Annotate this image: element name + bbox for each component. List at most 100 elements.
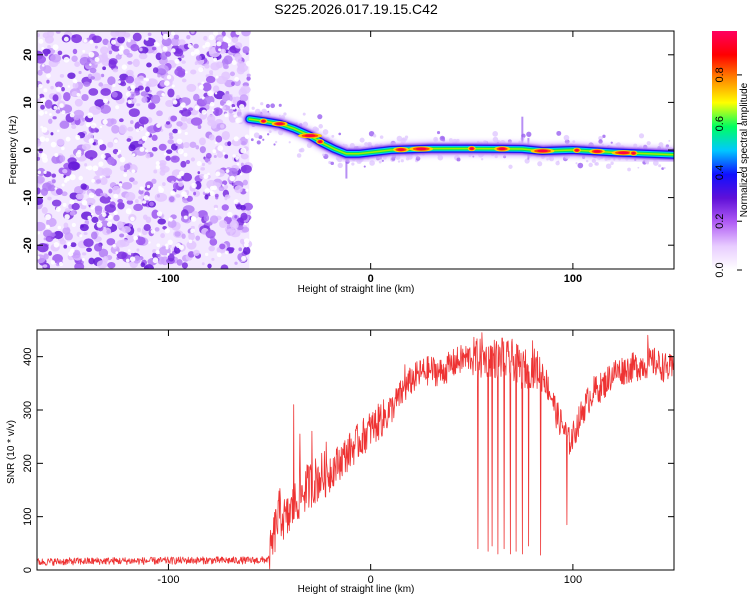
noise-gap <box>162 33 169 40</box>
noise-blob <box>190 31 195 34</box>
noise-gap <box>239 172 243 176</box>
noise-gap <box>97 139 104 146</box>
noise-blob <box>216 151 224 158</box>
noise-blob <box>231 81 235 87</box>
ridge-halo-speck <box>585 159 589 163</box>
noise-gap <box>235 156 239 160</box>
noise-blob <box>209 72 214 76</box>
noise-gap <box>194 105 200 111</box>
noise-blob <box>89 67 97 74</box>
noise-blob <box>93 243 103 252</box>
noise-gap <box>90 122 97 129</box>
noise-blob <box>170 155 180 163</box>
noise-blob <box>128 144 136 152</box>
noise-blob <box>101 52 108 60</box>
noise-blob <box>151 209 160 219</box>
noise-gap <box>162 46 168 52</box>
noise-blob <box>241 226 250 233</box>
ridge-halo-speck <box>266 133 270 136</box>
noise-blob <box>119 118 124 123</box>
noise-blob <box>98 82 104 87</box>
noise-blob <box>143 224 151 231</box>
noise-gap <box>69 112 75 118</box>
noise-gap <box>207 172 210 176</box>
noise-gap <box>56 86 62 92</box>
noise-gap <box>207 90 214 97</box>
noise-blob <box>100 88 111 96</box>
noise-blob <box>126 52 133 58</box>
noise-blob <box>157 218 166 225</box>
noise-blob <box>102 38 109 46</box>
noise-blob <box>83 231 88 236</box>
noise-gap <box>76 92 81 97</box>
noise-gap <box>196 160 202 167</box>
ridge-halo-speck <box>253 132 260 139</box>
noise-blob <box>132 255 141 264</box>
noise-blob <box>188 232 195 241</box>
noise-blob <box>166 175 177 183</box>
ridge-halo-speck <box>575 162 578 165</box>
noise-blob <box>198 137 206 146</box>
ridge-hotspot-red <box>498 147 506 151</box>
noise-blob <box>215 135 223 143</box>
noise-gap <box>132 153 136 157</box>
noise-blob <box>222 180 228 186</box>
noise-blob <box>172 128 179 134</box>
noise-gap <box>191 216 197 222</box>
noise-blob <box>112 68 119 73</box>
noise-blob <box>140 262 146 268</box>
colorbar-scale <box>712 31 737 270</box>
noise-gap <box>172 99 178 105</box>
ridge-halo-speck <box>598 135 603 141</box>
noise-gap <box>217 145 224 152</box>
noise-blob <box>71 202 80 211</box>
noise-blob <box>125 75 135 84</box>
ridge-halo-speck <box>337 162 343 169</box>
spectrogram-x-tick-label: 100 <box>564 273 582 285</box>
noise-gap <box>62 202 67 207</box>
noise-blob <box>229 71 235 77</box>
noise-gap <box>227 43 231 47</box>
noise-gap <box>239 103 245 110</box>
noise-gap <box>83 38 88 43</box>
noise-gap <box>112 243 116 248</box>
noise-blob <box>81 143 91 151</box>
noise-blob <box>151 46 157 51</box>
noise-blob <box>37 183 40 188</box>
noise-blob <box>71 91 79 97</box>
noise-blob <box>127 126 134 132</box>
ridge-halo-speck <box>577 162 584 169</box>
noise-blob <box>59 155 66 163</box>
ridge-halo-speck <box>322 129 329 135</box>
noise-blob <box>186 240 197 250</box>
noise-gap <box>116 151 120 155</box>
noise-blob <box>69 210 76 216</box>
noise-blob <box>229 247 235 251</box>
spectrogram-x-tick-label: -100 <box>157 273 179 285</box>
noise-blob <box>213 154 217 159</box>
noise-blob <box>219 48 227 54</box>
noise-blob <box>37 221 46 232</box>
noise-gap <box>45 214 51 220</box>
noise-blob <box>78 70 82 75</box>
ridge-halo-speck <box>256 140 261 145</box>
noise-blob <box>224 154 229 159</box>
noise-blob <box>238 247 243 252</box>
noise-blob <box>88 88 99 96</box>
noise-blob <box>190 69 197 75</box>
noise-gap <box>130 216 135 222</box>
noise-blob <box>165 155 171 161</box>
noise-blob <box>165 121 171 125</box>
noise-gap <box>188 239 193 244</box>
colorbar-ticks: 0.0 0.2 0.4 0.6 0.8 <box>714 67 742 278</box>
noise-blob <box>190 157 196 162</box>
noise-blob <box>176 259 183 266</box>
noise-blob <box>240 153 249 160</box>
noise-blob <box>128 223 132 228</box>
noise-gap <box>40 125 44 129</box>
noise-gap <box>150 229 156 234</box>
noise-blob <box>40 104 45 110</box>
noise-blob <box>218 220 228 228</box>
noise-blob <box>151 178 157 185</box>
ridge-halo-speck <box>322 153 325 157</box>
